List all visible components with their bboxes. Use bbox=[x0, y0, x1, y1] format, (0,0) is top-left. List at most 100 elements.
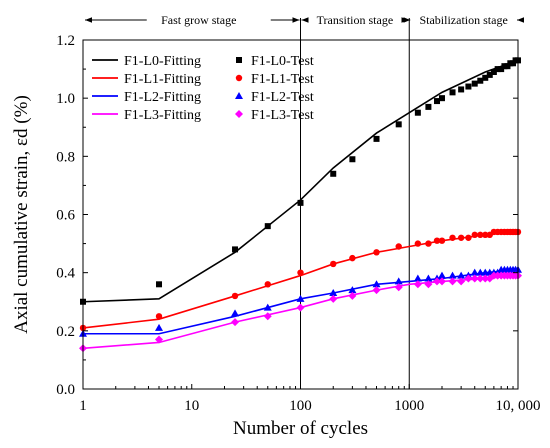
test-point-triangle bbox=[394, 277, 403, 285]
y-axis-label: Axial cumulative strain, εd (%) bbox=[11, 95, 32, 334]
test-point-triangle bbox=[457, 271, 466, 279]
test-point-square bbox=[498, 66, 505, 73]
test-point-triangle bbox=[329, 289, 338, 297]
test-point-diamond bbox=[372, 286, 381, 295]
test-point-diamond bbox=[155, 335, 164, 344]
test-point-square bbox=[232, 246, 239, 253]
test-point-square bbox=[434, 98, 441, 105]
x-axis-label: Number of cycles bbox=[233, 418, 368, 439]
legend-label: F1-L2-Test bbox=[251, 90, 314, 105]
x-tick-label: 1000 bbox=[394, 398, 424, 414]
y-tick-label: 0.2 bbox=[56, 324, 75, 340]
test-point-diamond bbox=[263, 312, 272, 321]
y-tick-label: 0.0 bbox=[56, 382, 75, 398]
test-point-circle bbox=[457, 234, 465, 241]
legend-label: F1-L0-Test bbox=[251, 54, 314, 69]
test-point-square bbox=[395, 121, 402, 128]
y-tick-label: 1.0 bbox=[56, 91, 75, 107]
test-point-circle bbox=[373, 249, 380, 256]
legend: F1-L0-Fitting F1-L1-Fitting F1-L2-Fitting F… bbox=[92, 54, 314, 123]
test-point-circle bbox=[330, 260, 337, 268]
test-point-circle bbox=[449, 234, 456, 241]
test-point-square bbox=[438, 95, 445, 102]
test-point-square bbox=[330, 170, 337, 177]
test-point-circle bbox=[433, 237, 441, 244]
y-tick-label: 1.2 bbox=[56, 33, 75, 49]
test-point-circle bbox=[477, 231, 484, 239]
test-point-circle bbox=[465, 234, 472, 241]
test-point-triangle bbox=[235, 92, 243, 99]
test-point-circle bbox=[349, 254, 356, 262]
stage-label: Stabilization stage bbox=[419, 13, 507, 27]
x-tick-label: 1 bbox=[79, 398, 87, 414]
legend-label: F1-L0-Fitting bbox=[124, 54, 201, 69]
test-point-square bbox=[465, 83, 472, 90]
test-point-square bbox=[297, 199, 304, 206]
test-point-triangle bbox=[424, 274, 433, 282]
test-point-square bbox=[471, 80, 478, 87]
test-point-square bbox=[501, 63, 508, 70]
test-point-diamond bbox=[348, 291, 357, 300]
stage-label: Transition stage bbox=[317, 13, 394, 27]
test-point-circle bbox=[155, 313, 163, 320]
test-point-circle bbox=[235, 74, 243, 82]
test-point-triangle bbox=[231, 309, 240, 317]
test-point-square bbox=[349, 156, 356, 163]
test-point-diamond bbox=[476, 274, 485, 283]
test-point-square bbox=[458, 86, 465, 93]
test-point-triangle bbox=[470, 268, 479, 276]
test-point-square bbox=[449, 89, 456, 96]
y-tick-label: 0.4 bbox=[56, 266, 75, 282]
test-point-diamond bbox=[457, 277, 466, 286]
test-point-triangle bbox=[263, 303, 272, 311]
test-point-diamond bbox=[448, 277, 457, 286]
test-point-triangle bbox=[413, 274, 422, 282]
test-point-square bbox=[486, 71, 493, 78]
y-tick-label: 0.8 bbox=[56, 149, 75, 165]
test-point-diamond bbox=[329, 294, 338, 303]
legend-label: F1-L1-Fitting bbox=[124, 72, 201, 87]
test-point-square bbox=[477, 77, 484, 84]
test-point-circle bbox=[231, 292, 239, 300]
test-point-circle bbox=[438, 237, 446, 244]
test-point-triangle bbox=[372, 280, 381, 288]
legend-label: F1-L1-Test bbox=[251, 72, 314, 87]
fitting-line bbox=[82, 59, 519, 303]
test-point-circle bbox=[414, 240, 422, 247]
test-point-diamond bbox=[481, 274, 490, 283]
test-point-square bbox=[236, 57, 242, 63]
x-tick-label: 100 bbox=[289, 398, 312, 414]
test-point-square bbox=[425, 103, 432, 110]
test-point-square bbox=[482, 74, 489, 81]
fitting-line bbox=[83, 268, 519, 335]
test-point-diamond bbox=[296, 303, 305, 312]
test-point-square bbox=[494, 66, 501, 73]
test-point-diamond bbox=[413, 280, 422, 289]
test-point-triangle bbox=[155, 323, 164, 331]
test-point-circle bbox=[297, 269, 304, 276]
test-point-diamond bbox=[464, 274, 473, 283]
x-tick-label: 10 bbox=[184, 398, 199, 414]
test-point-circle bbox=[264, 281, 271, 288]
test-point-diamond bbox=[433, 277, 442, 286]
stage-annotations: Fast grow stage Transition stage Stabiliza… bbox=[85, 13, 524, 27]
test-point-diamond bbox=[231, 318, 240, 327]
test-point-diamond bbox=[235, 110, 243, 118]
test-point-circle bbox=[482, 231, 489, 239]
test-point-diamond bbox=[470, 274, 479, 283]
legend-label: F1-L3-Test bbox=[251, 108, 314, 123]
stage-boundaries bbox=[300, 18, 410, 389]
test-point-triangle bbox=[437, 271, 446, 279]
y-tick-label: 0.6 bbox=[56, 208, 75, 224]
test-points bbox=[79, 57, 522, 353]
test-point-triangle bbox=[296, 294, 305, 302]
test-point-diamond bbox=[394, 283, 403, 292]
test-point-square bbox=[373, 135, 380, 142]
test-point-circle bbox=[471, 231, 478, 239]
test-point-triangle bbox=[448, 271, 457, 279]
legend-label: F1-L3-Fitting bbox=[124, 108, 201, 123]
test-point-diamond bbox=[424, 280, 433, 289]
test-point-square bbox=[156, 281, 163, 288]
test-point-square bbox=[414, 109, 421, 116]
